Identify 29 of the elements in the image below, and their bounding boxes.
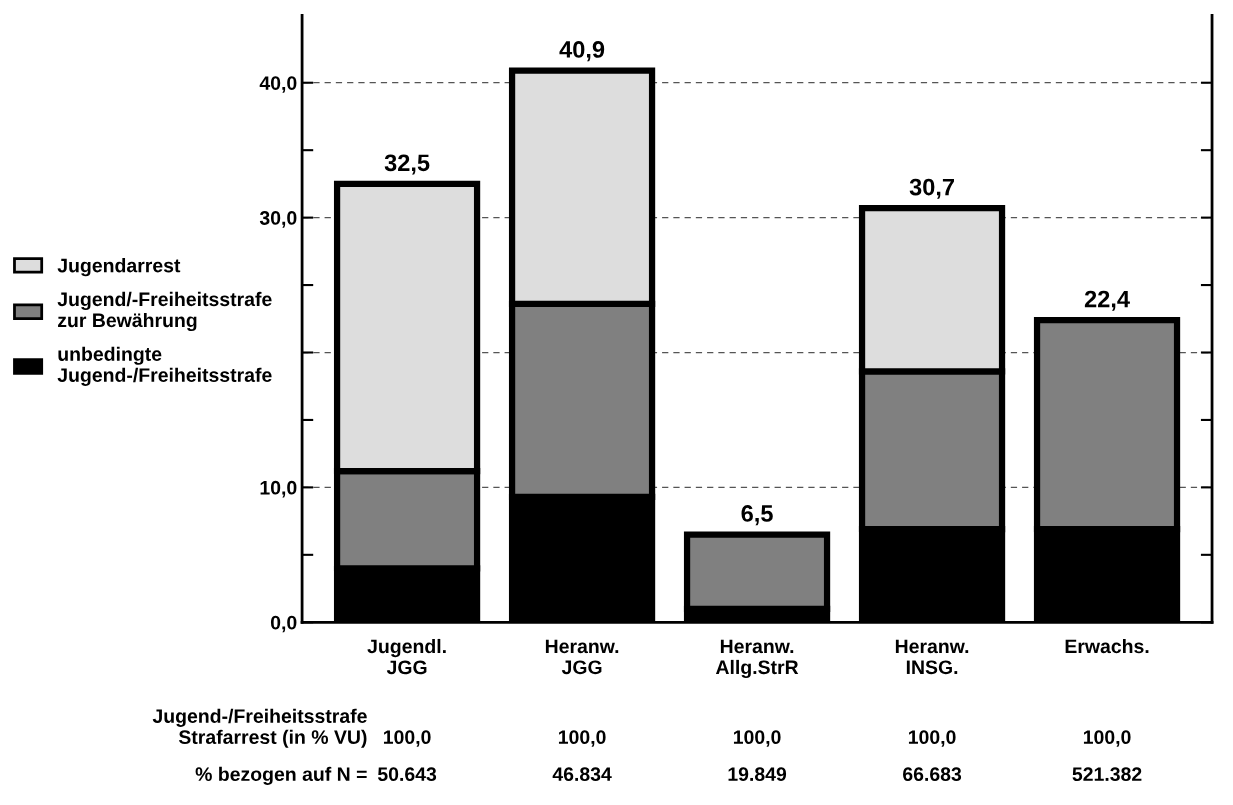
text: 100,0 [733,730,781,747]
y-tick-label: 10,0 [260,480,297,498]
text: 100,0 [383,730,431,747]
x-tick-label: Heranw. Allg.StrR [715,639,799,679]
total-label: 40,9 [559,41,605,62]
legend-label: Jugendarrest [57,258,181,277]
legend-label: unbedingte Jugend-/Freiheitsstrafe [57,346,272,386]
legend-label: Jugend/-Freiheitsstrafe zur Bewährung [57,291,272,332]
text: 100,0 [558,730,606,747]
x-tick-label: Heranw. JGG [545,639,619,675]
total-label: 6,5 [741,505,773,526]
text: 50.643 [377,767,437,782]
y-tick-label: 0,0 [270,615,297,633]
text: 521.382 [1072,767,1142,782]
x-tick-label: Erwachs. [1065,638,1149,654]
total-label: 22,4 [1084,290,1130,311]
total-label: 32,5 [384,154,430,175]
text: 66.683 [903,767,962,782]
y-tick-label: 30,0 [259,211,297,228]
text: Jugend-/Freiheitsstrafe Strafarrest (in % VU) [152,708,367,748]
text: % bezogen auf N = [195,766,367,785]
x-tick-label: Heranw. INSG. [895,639,969,675]
text: 19.849 [728,767,787,782]
total-label: 30,7 [909,178,954,199]
text: 46.834 [552,767,612,782]
text: 100,0 [1083,730,1131,747]
x-tick-label: Jugendl. JGG [367,638,446,675]
y-tick-label: 40,0 [259,76,297,93]
text: 100,0 [908,730,956,747]
